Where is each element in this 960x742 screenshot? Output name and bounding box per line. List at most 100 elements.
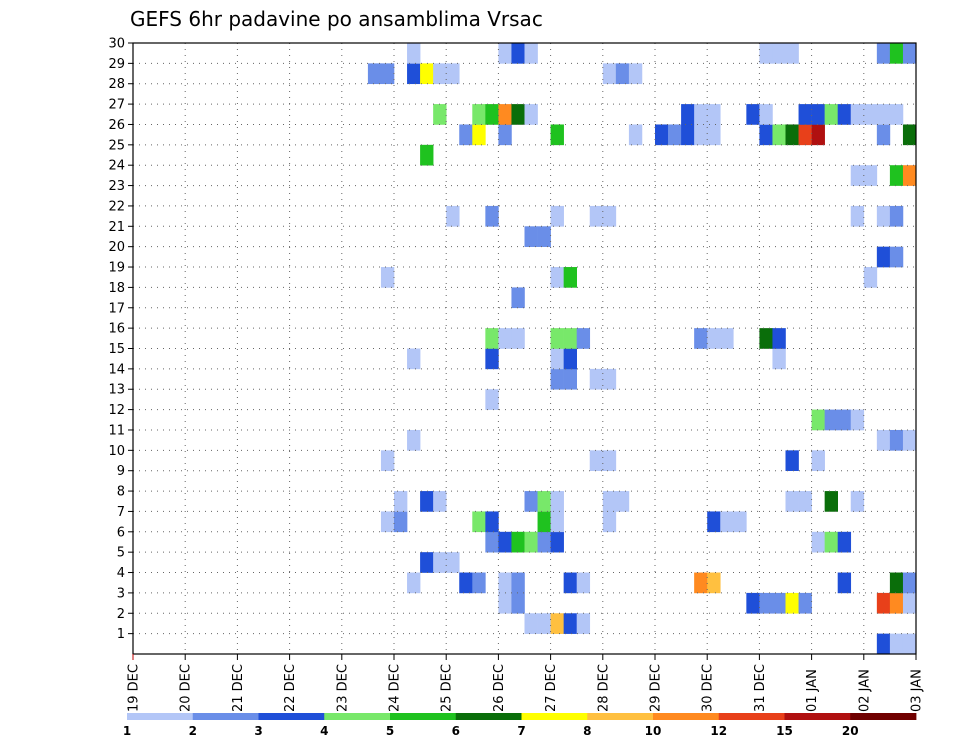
y-tick-label: 25 [108,138,125,153]
y-tick-label: 24 [108,159,125,174]
heatmap-cell [602,63,617,85]
heatmap-cell [889,165,904,186]
heatmap-cell [524,104,538,125]
heatmap-cell [420,491,434,512]
heatmap-cell [511,328,525,349]
legend-label: 4 [320,724,328,738]
y-tick-label: 3 [117,586,125,601]
heatmap-cell [889,572,904,594]
heatmap-cell [498,124,512,146]
y-tick-label: 20 [108,240,125,255]
y-tick-label: 27 [108,98,125,113]
heatmap-cell [733,511,747,533]
legend-label: 3 [254,724,262,738]
heatmap-cell [524,531,538,553]
y-tick-label: 5 [117,546,125,561]
chart-title: GEFS 6hr padavine po ansamblima Vrsac [130,7,543,31]
heatmap-cell [889,429,904,451]
heatmap-cell [576,328,591,349]
heatmap-cell [746,104,760,125]
y-tick-label: 9 [117,464,125,479]
heatmap-cell [785,592,799,614]
heatmap-cell [759,592,773,614]
heatmap-cell [902,592,917,614]
heatmap-cell [524,613,538,634]
x-tick-label: 03 JAN [910,669,925,712]
legend-label: 7 [517,724,525,738]
heatmap-cell [537,531,551,553]
heatmap-cell [498,572,512,594]
heatmap-cell [772,348,786,370]
heatmap-cell [863,267,878,288]
heatmap-cell [498,592,512,614]
heatmap-cell [902,124,917,146]
legend-swatch [192,713,259,720]
heatmap-cell [407,63,421,85]
heatmap-cell [511,104,525,125]
legend-swatch [258,713,325,720]
heatmap-cell [485,511,499,533]
legend-swatch [127,713,194,720]
heatmap-cell [889,43,904,64]
heatmap-cell [837,572,852,594]
y-tick-label: 10 [108,444,125,459]
heatmap-cell [759,124,773,146]
legend-swatch [455,713,522,720]
y-tick-label: 28 [108,77,125,92]
heatmap-cell [550,368,564,390]
heatmap-cell [850,205,865,227]
heatmap-cell [694,124,708,146]
heatmap-cell [707,124,721,146]
heatmap-cell [707,328,721,349]
heatmap-cell [785,491,799,512]
heatmap-cell [602,368,617,390]
heatmap-cell [863,165,878,186]
legend-swatch [653,713,720,720]
y-tick-label: 6 [117,525,125,540]
heatmap-cell [850,104,865,125]
heatmap-cell [902,165,917,186]
heatmap-cell [407,429,421,451]
legend-label: 12 [710,724,727,738]
heatmap-cell [472,572,486,594]
y-tick-label: 11 [108,423,125,438]
heatmap-cell [902,633,917,655]
heatmap-cell [798,124,812,146]
heatmap-cell [824,491,838,512]
heatmap-cell [798,592,812,614]
legend-label: 8 [583,724,591,738]
y-tick-label: 23 [108,179,125,194]
heatmap-cell [863,104,878,125]
heatmap-cell [798,104,812,125]
heatmap-cell [602,511,617,533]
heatmap-cell [537,226,551,247]
heatmap-cell [394,491,408,512]
heatmap-cell [380,450,395,471]
heatmap-cell [576,572,591,594]
legend-label: 10 [645,724,662,738]
heatmap-cell [668,124,682,146]
x-tick-label: 28 DEC [596,664,611,712]
heatmap-cells [367,43,917,655]
heatmap-cell [837,531,852,553]
heatmap-cell [628,124,643,146]
x-tick-label: 23 DEC [335,664,350,712]
heatmap-cell [628,63,643,85]
heatmap-cell [889,205,904,227]
heatmap-cell [720,511,734,533]
heatmap-cell [850,165,865,186]
x-tick-label: 26 DEC [492,664,507,712]
y-tick-label: 26 [108,118,125,133]
heatmap-cell [694,328,708,349]
y-tick-label: 14 [108,362,125,377]
x-tick-label: 24 DEC [388,664,403,712]
heatmap-cell [811,531,825,553]
heatmap-cell [498,43,512,64]
heatmap-cell [563,368,577,390]
y-tick-label: 2 [117,607,125,622]
heatmap-cell [485,348,499,370]
heatmap-cell [407,348,421,370]
heatmap-cell [615,63,630,85]
heatmap-cell [772,124,786,146]
heatmap-cell [876,429,891,451]
